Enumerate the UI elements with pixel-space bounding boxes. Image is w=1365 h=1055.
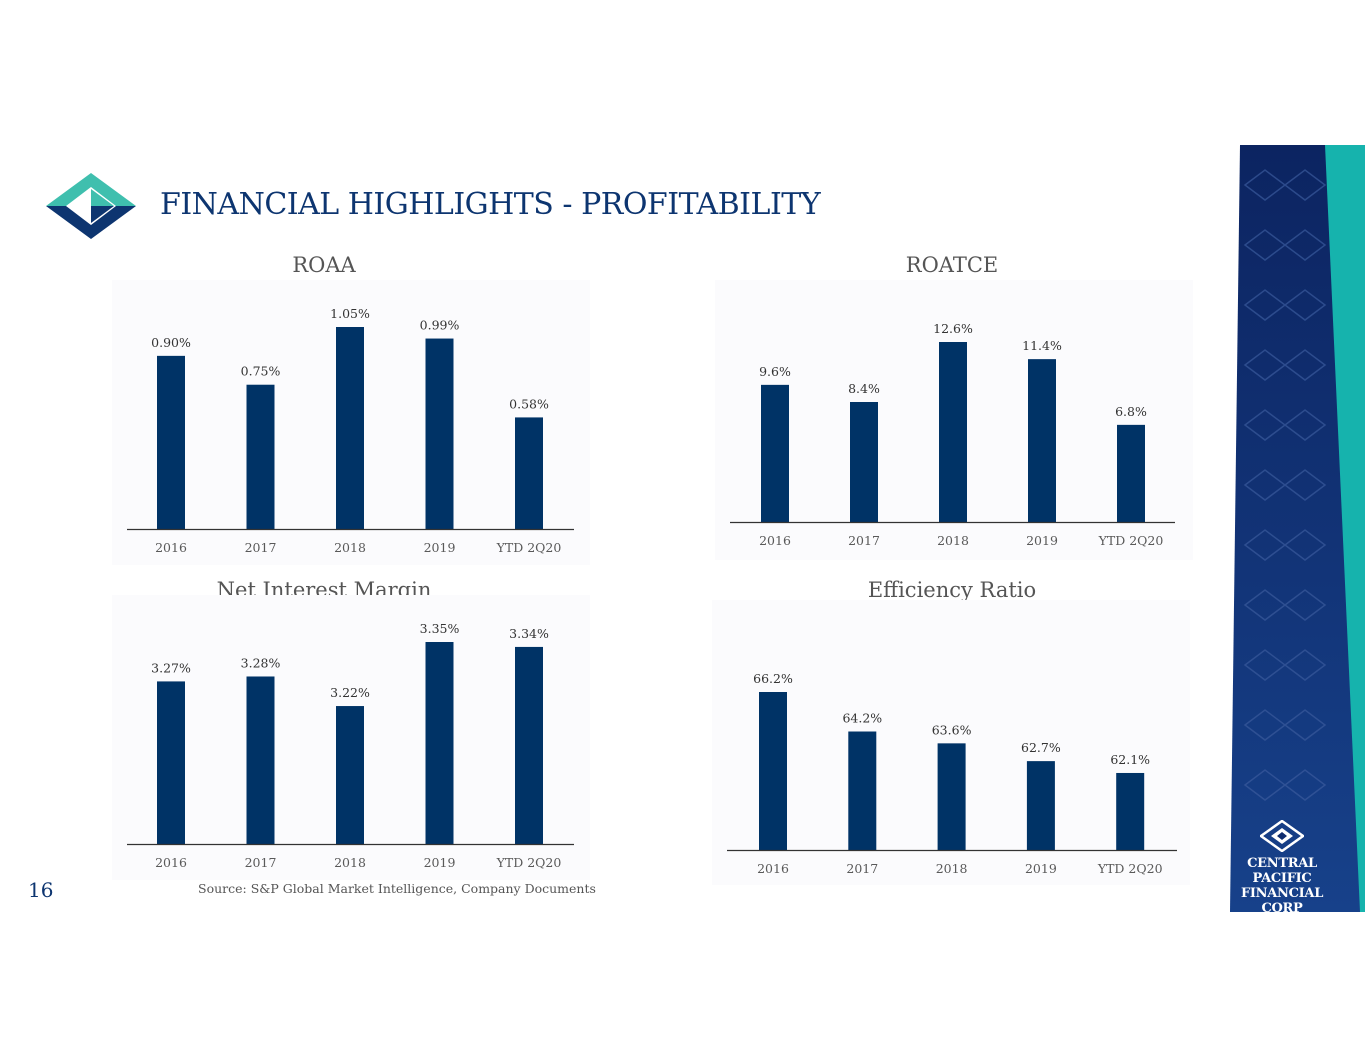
data-label-roatce-2: 12.6% xyxy=(933,321,973,336)
data-label-nim-1: 3.28% xyxy=(241,655,281,670)
decorative-side-band xyxy=(1230,145,1365,912)
data-label-roaa-3: 0.99% xyxy=(420,318,460,333)
bar-nim-0 xyxy=(157,681,185,844)
category-label-roaa-1: 2017 xyxy=(245,540,277,555)
category-label-roaa-2: 2018 xyxy=(334,540,366,555)
source-note: Source: S&P Global Market Intelligence, … xyxy=(198,881,596,896)
data-label-efficiency-3: 62.7% xyxy=(1021,740,1061,755)
bar-nim-1 xyxy=(246,676,275,844)
page-title: FINANCIAL HIGHLIGHTS - PROFITABILITY xyxy=(160,187,821,222)
brand-logo-mark xyxy=(1260,820,1304,852)
data-label-nim-4: 3.34% xyxy=(509,626,549,641)
data-label-roaa-2: 1.05% xyxy=(330,306,370,321)
bar-roaa-0 xyxy=(157,355,185,529)
data-label-roatce-4: 6.8% xyxy=(1115,404,1147,419)
brand-name-line1: CENTRAL PACIFIC xyxy=(1247,856,1317,886)
category-label-nim-0: 2016 xyxy=(155,855,187,870)
slide: FINANCIAL HIGHLIGHTS - PROFITABILITY ROA… xyxy=(0,145,1365,912)
bar-roaa-3 xyxy=(425,338,454,529)
bar-roaa-4 xyxy=(515,417,543,529)
bar-nim-3 xyxy=(425,642,454,844)
category-label-roaa-0: 2016 xyxy=(155,540,187,555)
chart-roatce: 9.6% 2016 8.4% 2017 12.6% 2018 11.4% 2019 6.8% YT… xyxy=(715,280,1193,560)
bar-roatce-0 xyxy=(761,384,789,522)
data-label-nim-3: 3.35% xyxy=(420,621,460,636)
category-label-roaa-4: YTD 2Q20 xyxy=(496,540,562,555)
bar-roaa-1 xyxy=(246,384,275,529)
data-label-roaa-0: 0.90% xyxy=(151,335,191,350)
category-label-efficiency-3: 2019 xyxy=(1025,861,1057,876)
bar-roaa-2 xyxy=(336,327,364,529)
category-label-roatce-0: 2016 xyxy=(759,533,791,548)
data-label-efficiency-4: 62.1% xyxy=(1110,752,1150,767)
brand-name-line2: FINANCIAL CORP xyxy=(1240,886,1324,912)
bar-roatce-3 xyxy=(1028,359,1056,522)
category-label-efficiency-1: 2017 xyxy=(846,861,878,876)
category-label-efficiency-2: 2018 xyxy=(936,861,968,876)
data-label-roatce-1: 8.4% xyxy=(848,381,880,396)
bar-efficiency-2 xyxy=(937,743,966,850)
chart-title-roatce: ROATCE xyxy=(905,253,999,277)
bar-nim-2 xyxy=(336,706,364,844)
bar-roatce-1 xyxy=(850,402,878,522)
category-label-nim-2: 2018 xyxy=(334,855,366,870)
chart-roaa: 0.90% 2016 0.75% 2017 1.05% 2018 0.99% 2019 0.58… xyxy=(112,280,590,565)
data-label-efficiency-1: 64.2% xyxy=(842,711,882,726)
data-label-roatce-3: 11.4% xyxy=(1022,338,1062,353)
bar-efficiency-3 xyxy=(1026,761,1055,850)
data-label-roatce-0: 9.6% xyxy=(759,364,791,379)
brand-logo: CENTRAL PACIFIC FINANCIAL CORP xyxy=(1222,820,1342,912)
category-label-roatce-1: 2017 xyxy=(848,533,880,548)
category-label-nim-1: 2017 xyxy=(245,855,277,870)
data-label-efficiency-2: 63.6% xyxy=(932,722,972,737)
company-logo-mark xyxy=(46,173,136,239)
data-label-nim-0: 3.27% xyxy=(151,660,191,675)
category-label-roatce-2: 2018 xyxy=(937,533,969,548)
category-label-efficiency-4: YTD 2Q20 xyxy=(1097,861,1163,876)
chart-efficiency: 66.2% 2016 64.2% 2017 63.6% 2018 62.7% 2019 62.1… xyxy=(712,600,1190,885)
chart-nim: 3.27% 2016 3.28% 2017 3.22% 2018 3.35% 2019 3.34… xyxy=(112,595,590,880)
data-label-roaa-4: 0.58% xyxy=(509,396,549,411)
bar-nim-4 xyxy=(515,646,543,844)
category-label-roatce-3: 2019 xyxy=(1026,533,1058,548)
chart-title-efficiency: Efficiency Ratio xyxy=(867,578,1037,602)
data-label-nim-2: 3.22% xyxy=(330,685,370,700)
page-number: 16 xyxy=(28,878,54,902)
chart-title-roaa: ROAA xyxy=(292,253,356,277)
bar-roatce-4 xyxy=(1117,424,1145,522)
category-label-roatce-4: YTD 2Q20 xyxy=(1098,533,1164,548)
bar-efficiency-4 xyxy=(1116,772,1145,850)
category-label-roaa-3: 2019 xyxy=(424,540,456,555)
bar-roatce-2 xyxy=(939,342,967,522)
category-label-nim-4: YTD 2Q20 xyxy=(496,855,562,870)
bar-efficiency-0 xyxy=(759,692,787,850)
data-label-efficiency-0: 66.2% xyxy=(753,671,793,686)
category-label-efficiency-0: 2016 xyxy=(757,861,789,876)
bar-efficiency-1 xyxy=(848,731,877,850)
data-label-roaa-1: 0.75% xyxy=(241,364,281,379)
category-label-nim-3: 2019 xyxy=(424,855,456,870)
